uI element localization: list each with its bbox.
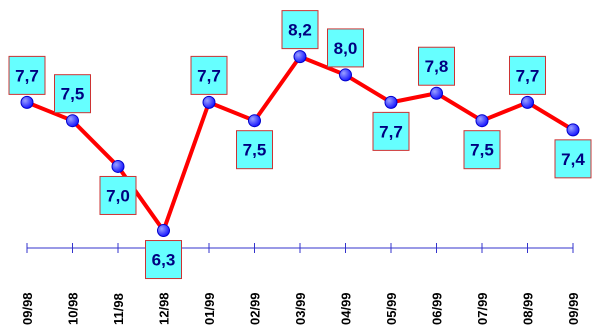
data-label: 8,0 bbox=[327, 28, 364, 68]
data-label-text: 8,2 bbox=[288, 21, 312, 40]
data-labels: 7,7 7,5 7,0 6,3 7,7 7,5 8,2 8,0 7,7 7,8 7,5 7,7 7,4 bbox=[8, 10, 592, 280]
data-label-text: 7,7 bbox=[516, 66, 540, 85]
x-tick-label: 01/99 bbox=[202, 292, 217, 325]
data-label-text: 7,7 bbox=[15, 66, 39, 85]
data-label: 8,2 bbox=[281, 10, 319, 50]
data-label: 7,8 bbox=[418, 46, 455, 86]
x-tick-label: 06/99 bbox=[430, 292, 445, 325]
data-label-text: 8,0 bbox=[334, 39, 358, 58]
x-tick-label: 07/99 bbox=[475, 292, 490, 325]
data-label-text: 7,5 bbox=[243, 141, 267, 160]
x-tick-label: 09/98 bbox=[20, 292, 35, 325]
data-label-text: 7,5 bbox=[470, 141, 494, 160]
data-point bbox=[521, 95, 534, 109]
data-point bbox=[293, 50, 307, 64]
data-point bbox=[111, 159, 125, 173]
data-label-text: 7,7 bbox=[379, 122, 403, 141]
x-tick-labels: 09/98 10/98 11/98 12/98 01/99 02/99 03/99 04/99… bbox=[20, 292, 581, 325]
data-label: 7,7 bbox=[190, 55, 228, 95]
data-label: 7,0 bbox=[99, 175, 137, 215]
data-label: 7,7 bbox=[8, 55, 46, 95]
data-markers bbox=[20, 50, 580, 238]
data-label-text: 7,4 bbox=[561, 150, 585, 169]
x-tick-label: 03/99 bbox=[293, 292, 308, 325]
data-point bbox=[566, 123, 580, 137]
x-tick-label: 05/99 bbox=[384, 292, 399, 325]
data-point bbox=[202, 95, 216, 109]
data-label: 7,7 bbox=[509, 55, 546, 95]
data-label-text: 7,0 bbox=[106, 186, 130, 205]
x-tick-label: 09/99 bbox=[566, 292, 581, 325]
data-label-text: 7,7 bbox=[197, 66, 221, 85]
data-label-text: 7,8 bbox=[425, 57, 449, 76]
data-point bbox=[430, 86, 443, 100]
data-label: 6,3 bbox=[145, 240, 182, 280]
data-point bbox=[339, 68, 352, 82]
data-point bbox=[157, 224, 170, 238]
x-tick-label: 08/99 bbox=[521, 292, 536, 325]
data-label: 7,7 bbox=[372, 111, 410, 151]
data-point bbox=[248, 114, 261, 128]
data-point bbox=[384, 95, 398, 109]
data-label: 7,5 bbox=[463, 130, 501, 170]
data-point bbox=[20, 95, 34, 109]
x-tick-label: 04/99 bbox=[339, 292, 354, 325]
x-tick-label: 02/99 bbox=[248, 292, 263, 325]
x-axis bbox=[26, 243, 574, 253]
data-label: 7,5 bbox=[236, 130, 273, 170]
data-label-text: 7,5 bbox=[61, 85, 85, 104]
x-tick-label: 11/98 bbox=[111, 293, 126, 325]
x-tick-label: 12/98 bbox=[157, 292, 172, 325]
data-point bbox=[66, 114, 79, 128]
data-label-text: 6,3 bbox=[152, 251, 176, 270]
x-tick-label: 10/98 bbox=[66, 292, 81, 325]
data-point bbox=[475, 114, 489, 128]
data-label: 7,5 bbox=[54, 74, 91, 114]
data-label: 7,4 bbox=[554, 139, 592, 179]
